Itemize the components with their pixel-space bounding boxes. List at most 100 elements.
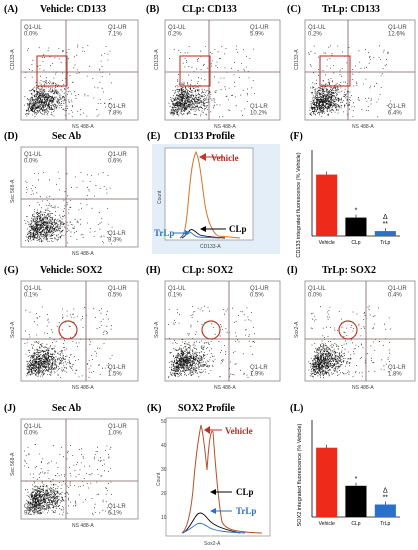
y-tick-30-K: 30 — [161, 467, 167, 473]
bar-F-trlp — [374, 231, 396, 236]
gate-circle-I — [338, 320, 358, 340]
panel-H: (H) CLp: SOX2 Q1-UL 0.1% Q1-UR 0.5% Q1-LR 1… — [146, 265, 281, 391]
panel-L: (L) SOX2 integrated fluorescence (% Vehi… — [290, 403, 400, 527]
panel-D: (D) Sec Ab Q1-UL 0.0% Q1-UR 0.6% Q1-LR 9.3%… — [4, 131, 139, 257]
bars-F: Vehicle CLp * TrLp Δ** — [316, 171, 396, 246]
scatter-frame-G — [20, 280, 139, 382]
y-axis-label-G: Sox2-A — [10, 321, 16, 338]
bar-L-vehicle — [316, 447, 338, 517]
panel-D-label: (D) — [4, 131, 18, 142]
quadrant-lr-B: Q1-LR 10.2% — [250, 104, 268, 117]
quadrant-ul-J: Q1-UL 0.0% — [24, 424, 42, 437]
quadrant-ul-D: Q1-UL 0.0% — [24, 152, 42, 165]
vehicle-curve-K — [181, 424, 263, 534]
panel-K: (K) SOX2 Profile 50 40 30 20 10 Vehicle … — [147, 403, 271, 547]
quadrant-lr-A: Q1-LR 7.8% — [108, 104, 126, 117]
panel-C: (C) TrLp: CD133 Q1-UL 0.2% Q1-UR 12.6% Q1-… — [287, 4, 416, 130]
panel-F-label: (F) — [290, 131, 303, 142]
y-axis-label-L: SOX2 integrated fluorescence (% Vehicle) — [297, 423, 303, 526]
scatter-dots-A — [24, 44, 112, 118]
panel-I: (I) TrLp: SOX2 Q1-UL 0.0% Q1-UR 0.4% Q1-LR… — [287, 265, 416, 391]
quadrant-ul-A: Q1-UL 0.0% — [24, 25, 42, 38]
panel-J-label: (J) — [4, 403, 16, 414]
significance-F-2-1: ** — [383, 221, 389, 228]
panel-A-title: Vehicle: CD133 — [40, 4, 106, 15]
quadrant-ur-A: Q1-UR 7.1% — [108, 25, 127, 38]
bar-L-clp — [345, 485, 367, 517]
panel-A-label: (A) — [4, 4, 18, 15]
y-tick-10-K: 10 — [161, 515, 167, 521]
panel-E-title: CD133 Profile — [174, 131, 235, 142]
panel-I-label: (I) — [287, 265, 298, 276]
panel-E: (E) CD133 Profile Vehicle CLp TrLp Count… — [147, 131, 280, 254]
quadrant-ur-I: Q1-UR 0.4% — [388, 286, 407, 299]
scatter-frame-A — [20, 19, 139, 121]
panel-H-title: CLp: SOX2 — [182, 265, 233, 276]
scatter-events-H — [168, 305, 255, 379]
category-label-L-0: Vehicle — [319, 521, 335, 527]
quadrant-ur-B: Q1-UR 5.9% — [250, 25, 269, 38]
panel-F: (F) CD133 integrated fluorescence (% Veh… — [290, 131, 400, 258]
scatter-events-J — [24, 444, 113, 516]
clp-curve-K — [182, 512, 241, 534]
significance-L-2-0: Δ — [383, 488, 388, 495]
panel-B-title: CLp: CD133 — [182, 4, 237, 15]
quadrant-lr-D: Q1-LR 9.3% — [108, 231, 126, 244]
quadrant-ul-B: Q1-UL 0.2% — [168, 25, 186, 38]
panel-K-title: SOX2 Profile — [178, 403, 235, 414]
category-label-F-2: TrLp — [380, 240, 390, 246]
quadrant-ul-I: Q1-UL 0.0% — [308, 286, 326, 299]
quadrant-lr-C: Q1-LR 6.4% — [388, 104, 406, 117]
bar-L-trlp — [374, 504, 396, 517]
quadrant-ur-D: Q1-UR 0.6% — [108, 152, 127, 165]
y-axis-label-E: Count — [157, 190, 163, 204]
panel-G: (G) Vehicle: SOX2 Q1-UL 0.1% Q1-UR 0.5% Q1… — [4, 265, 139, 391]
bar-F-vehicle — [316, 174, 338, 236]
category-label-L-2: TrLp — [380, 521, 390, 527]
clp-arrowhead-K — [210, 489, 216, 495]
y-axis-label-D: Sec 568-A — [10, 179, 16, 203]
gate-circle-G — [58, 320, 78, 340]
legend-clp-K: CLp — [236, 487, 254, 497]
clp-arrowhead-E — [200, 226, 206, 232]
quadrant-ur-G: Q1-UR 0.5% — [108, 286, 127, 299]
scatter-dots-I — [308, 305, 391, 379]
category-label-F-1: CLp — [351, 240, 360, 246]
trlp-arrowhead-K — [210, 508, 216, 514]
gate-box-C — [319, 55, 351, 87]
quadrant-ul-C: Q1-UL 0.2% — [308, 25, 326, 38]
legend-trlp-K: TrLp — [236, 506, 256, 516]
significance-L-2-1: ** — [383, 495, 389, 502]
y-axis-label-C: CD133-A — [294, 49, 300, 70]
y-axis-label-J: Sec 568-A — [10, 452, 16, 476]
vehicle-arrowhead-K — [204, 426, 210, 434]
panel-C-label: (C) — [287, 4, 301, 15]
panel-B-label: (B) — [146, 4, 159, 15]
y-axis-label-H: Sox2-A — [154, 321, 160, 338]
panel-A: (A) Vehicle: CD133 Q1-UL 0.0% Q1-UR 7.1% Q… — [4, 4, 139, 130]
x-axis-label-K: Sox2-A — [204, 541, 221, 547]
quadrant-lr-H: Q1-LR 1.9% — [250, 365, 268, 378]
x-axis-label-B: NS 488-A — [214, 124, 236, 130]
scatter-events-I — [308, 305, 391, 379]
quadrant-ul-G: Q1-UL 0.1% — [24, 286, 42, 299]
scatter-frame-I — [304, 280, 416, 382]
scatter-frame-J — [20, 418, 139, 520]
legend-trlp-E: TrLp — [154, 228, 174, 238]
x-axis-label-D: NS 488-A — [72, 251, 94, 257]
quadrant-lr-I: Q1-LR 1.8% — [388, 365, 406, 378]
x-axis-label-H: NS 488-A — [214, 385, 236, 391]
x-axis-label-J: NS 488-A — [72, 523, 94, 529]
y-axis-label-A: CD133-A — [10, 49, 16, 70]
gate-box-B — [179, 55, 211, 87]
y-axis-label-K: Count — [156, 472, 162, 486]
x-axis-label-G: NS 488-A — [72, 385, 94, 391]
quadrant-ur-H: Q1-UR 0.5% — [250, 286, 269, 299]
trlp-arrowhead-E — [185, 230, 190, 236]
gate-circle-H — [201, 320, 221, 340]
scatter-dots-H — [168, 305, 255, 379]
y-axis-label-B: CD133-A — [154, 49, 160, 70]
significance-F-1-0: * — [355, 208, 358, 215]
x-axis-label-E: CD133-A — [200, 244, 221, 250]
